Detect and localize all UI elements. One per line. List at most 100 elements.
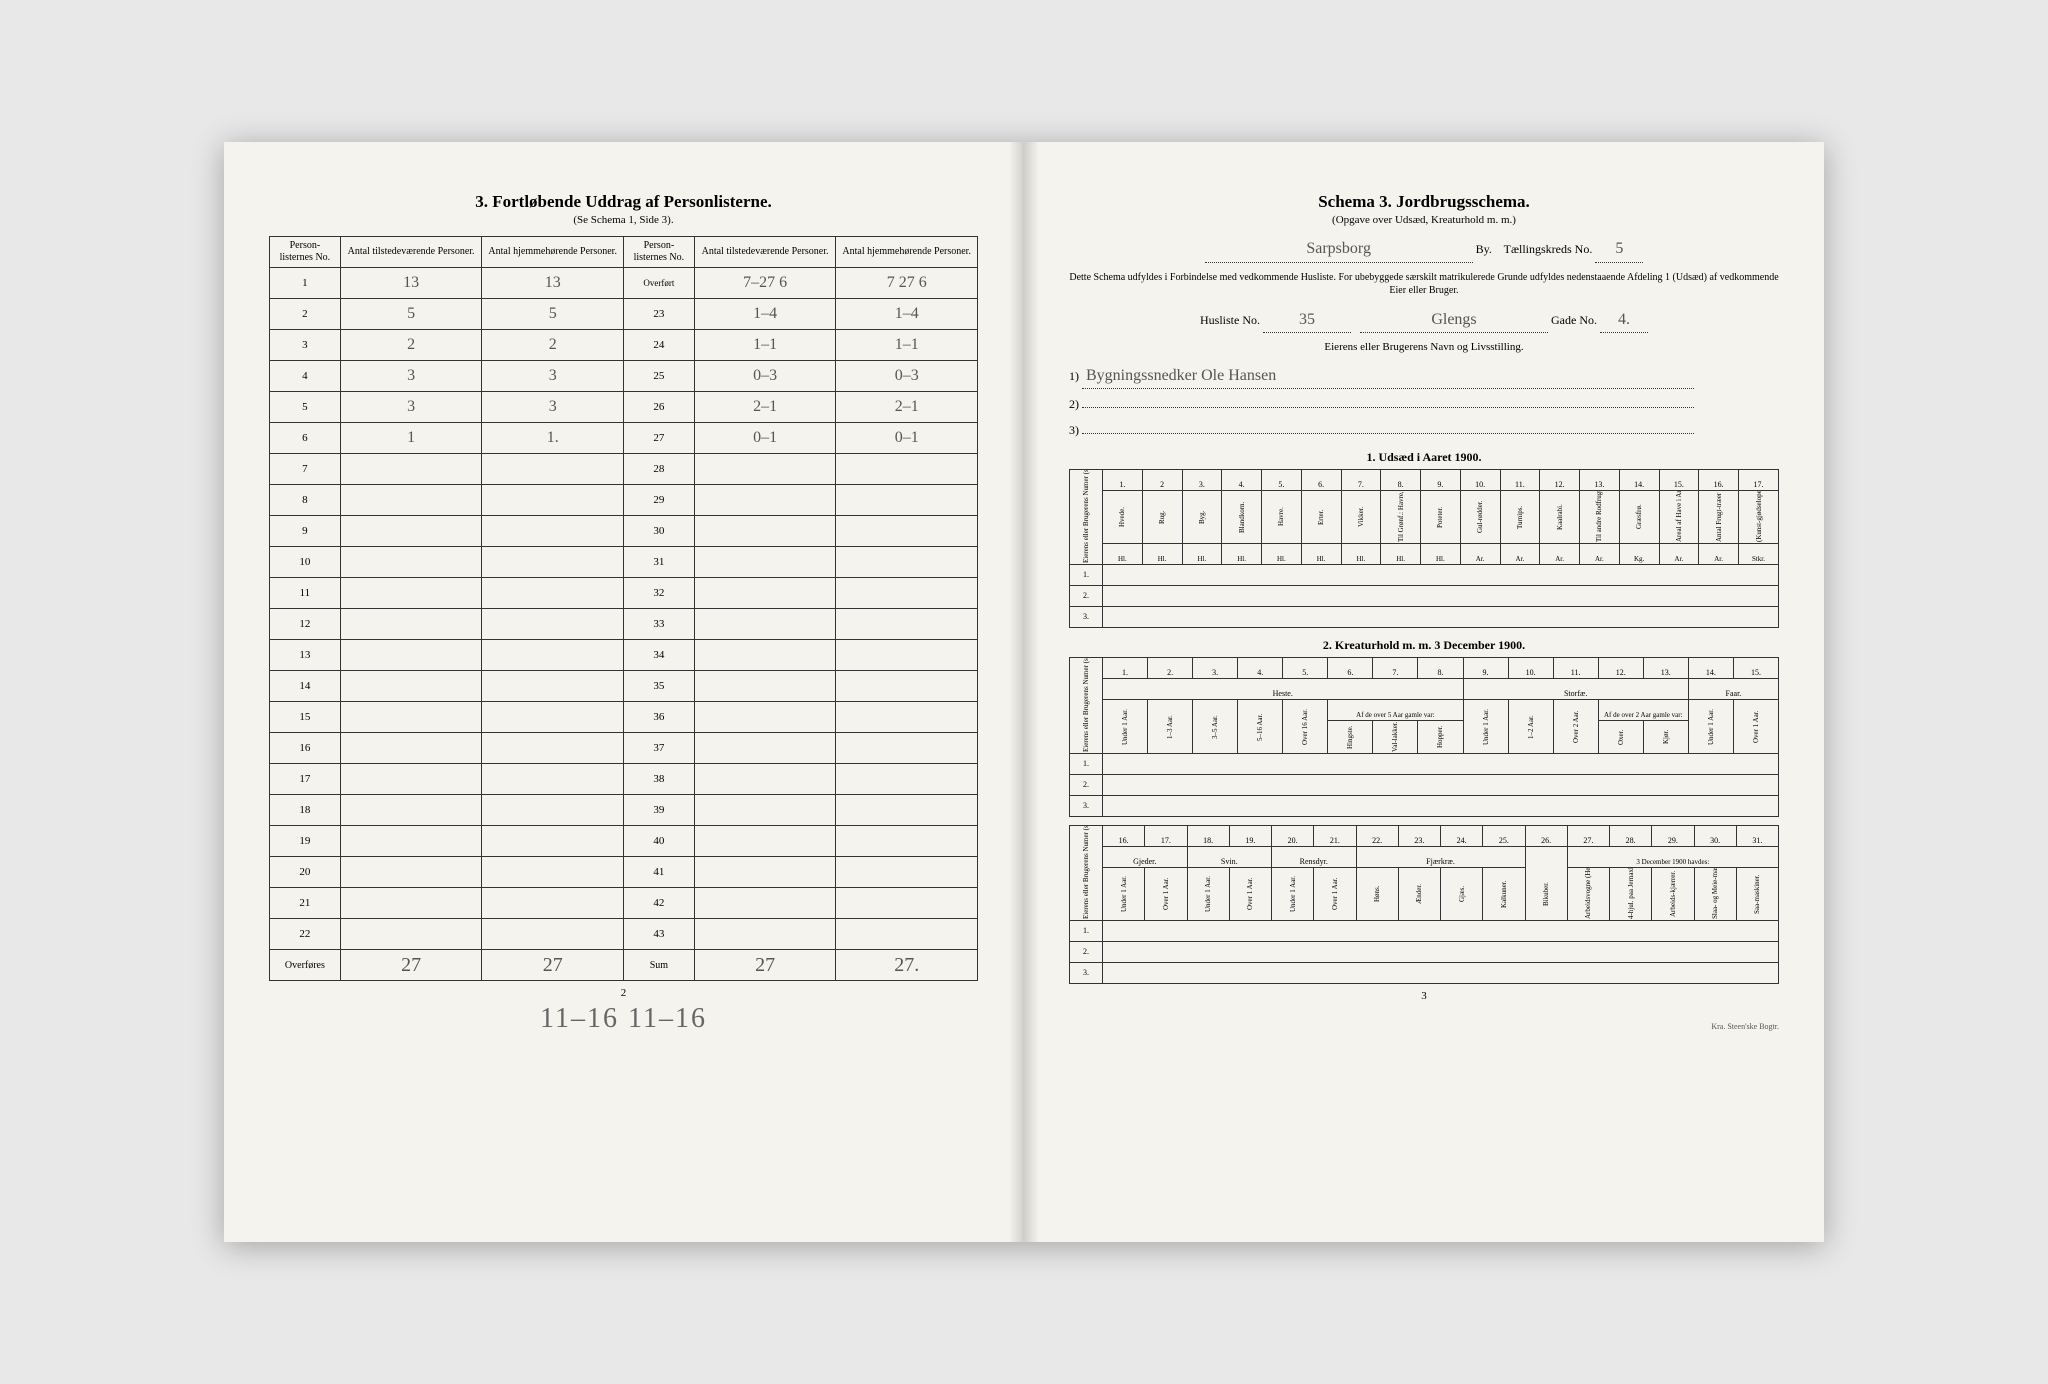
cell: 31 bbox=[623, 547, 694, 578]
col-num: 9. bbox=[1421, 469, 1461, 490]
kc5: Hingste. bbox=[1346, 722, 1354, 752]
table-row: 1435 bbox=[270, 671, 978, 702]
col-label: Hvede. bbox=[1118, 492, 1126, 542]
overforesA-b: 27 bbox=[482, 950, 624, 981]
cell: 15 bbox=[270, 702, 341, 733]
col-head: Turnips. bbox=[1500, 490, 1540, 543]
cell: 10 bbox=[270, 547, 341, 578]
cell bbox=[694, 671, 836, 702]
cell bbox=[482, 454, 624, 485]
col-head: Til andre Rodfrugter benyttet Areal Ar =… bbox=[1580, 490, 1620, 543]
cell: 11 bbox=[270, 578, 341, 609]
sumB-a: 27 bbox=[694, 950, 836, 981]
cell: 28 bbox=[623, 454, 694, 485]
col-num: 8. bbox=[1381, 469, 1421, 490]
sumB-label: Sum bbox=[623, 950, 694, 981]
table-row: 533262–12–1 bbox=[270, 392, 978, 423]
owner-2 bbox=[1082, 407, 1694, 408]
cell bbox=[836, 547, 978, 578]
col-num: 14. bbox=[1619, 469, 1659, 490]
cell: 3 bbox=[340, 392, 482, 423]
col-num: 10. bbox=[1508, 657, 1553, 678]
col-label: Turnips. bbox=[1516, 492, 1524, 542]
cell: 39 bbox=[623, 795, 694, 826]
col-head: Kalkuner. bbox=[1483, 867, 1525, 920]
gade-no: 4. bbox=[1600, 307, 1648, 334]
cell bbox=[694, 733, 836, 764]
printer-credit: Kra. Steen'ske Bogtr. bbox=[1069, 1022, 1779, 1031]
cell: 0–1 bbox=[836, 423, 978, 454]
col-head: Poteter. bbox=[1421, 490, 1461, 543]
th-present-a: Antal tilstedeværende Personer. bbox=[340, 237, 482, 268]
col-head: Ænder. bbox=[1398, 867, 1440, 920]
cell: 29 bbox=[623, 485, 694, 516]
owner-1: Bygningssnedker Ole Hansen bbox=[1082, 363, 1694, 390]
col-num: 12. bbox=[1598, 657, 1643, 678]
overforesA-a: 27 bbox=[340, 950, 482, 981]
grp-rensdyr: Rensdyr. bbox=[1272, 846, 1357, 867]
cell bbox=[836, 764, 978, 795]
document-spread: 3. Fortløbende Uddrag af Personlisterne.… bbox=[224, 142, 1824, 1242]
table-row: 255231–41–4 bbox=[270, 299, 978, 330]
cell: 36 bbox=[623, 702, 694, 733]
col-head: Under 1 Aar. bbox=[1187, 867, 1229, 920]
col-label: Blandkorn. bbox=[1238, 492, 1246, 542]
cell: 16 bbox=[270, 733, 341, 764]
table-row: 1536 bbox=[270, 702, 978, 733]
grp-heste: Heste. bbox=[1103, 678, 1464, 699]
cell bbox=[482, 733, 624, 764]
col-num: 26. bbox=[1525, 825, 1567, 846]
col-label: Erter. bbox=[1317, 492, 1325, 542]
cell: 21 bbox=[270, 888, 341, 919]
cell bbox=[694, 795, 836, 826]
col-num: 1. bbox=[1103, 657, 1148, 678]
col-label: Til andre Rodfrugter benyttet Areal Ar =… bbox=[1595, 492, 1603, 542]
col-head: Erter. bbox=[1301, 490, 1341, 543]
cell: 5 bbox=[270, 392, 341, 423]
cell: 6 bbox=[270, 423, 341, 454]
cell: 33 bbox=[623, 609, 694, 640]
section2-title: 2. Kreaturhold m. m. 3 December 1900. bbox=[1069, 638, 1779, 653]
by-label: By. bbox=[1476, 242, 1492, 256]
cell bbox=[836, 826, 978, 857]
col-num: 17. bbox=[1739, 469, 1779, 490]
cell bbox=[694, 764, 836, 795]
kreatur-row-1: 1. bbox=[1070, 753, 1779, 774]
th-home-b: Antal hjemmehørende Personer. bbox=[836, 237, 978, 268]
cell bbox=[340, 888, 482, 919]
cell bbox=[340, 733, 482, 764]
col-head: Arbeids-kjærrer. bbox=[1652, 867, 1694, 920]
cell: 1 bbox=[340, 423, 482, 454]
col-label: Arbeids-kjærrer. bbox=[1669, 869, 1677, 919]
col-unit: Hl. bbox=[1103, 543, 1143, 564]
grp-storfae: Storfæ. bbox=[1463, 678, 1688, 699]
cell bbox=[340, 578, 482, 609]
kreatur2-row-3: 3. bbox=[1070, 962, 1779, 983]
col-num: 13. bbox=[1643, 657, 1688, 678]
kc2: 3–5 Aar. bbox=[1211, 702, 1219, 752]
col-head: Over 1 Aar. bbox=[1314, 867, 1356, 920]
col-num: 27. bbox=[1567, 825, 1609, 846]
col-label: Over 1 Aar. bbox=[1246, 869, 1254, 919]
cell bbox=[694, 826, 836, 857]
cell: 13 bbox=[270, 640, 341, 671]
kc4: Over 16 Aar. bbox=[1301, 702, 1309, 752]
cell: 23 bbox=[623, 299, 694, 330]
col-label: Arbeidsvogne (Herunder ikke medregnet) bbox=[1584, 869, 1592, 919]
cell bbox=[482, 826, 624, 857]
right-subtitle: (Opgave over Udsæd, Kreaturhold m. m.) bbox=[1069, 214, 1779, 226]
cell: 4 bbox=[270, 361, 341, 392]
col-num: 29. bbox=[1652, 825, 1694, 846]
col-label: Havre. bbox=[1277, 492, 1285, 542]
col-head: Blandkorn. bbox=[1222, 490, 1262, 543]
cell bbox=[482, 485, 624, 516]
husliste-no: 35 bbox=[1263, 307, 1351, 334]
cell bbox=[482, 578, 624, 609]
owner-3 bbox=[1082, 433, 1694, 434]
cell: Overført bbox=[623, 268, 694, 299]
sumB-b: 27. bbox=[836, 950, 978, 981]
col-label: Under 1 Aar. bbox=[1204, 869, 1212, 919]
col-label: Poteter. bbox=[1436, 492, 1444, 542]
cell bbox=[340, 764, 482, 795]
cell: 2 bbox=[340, 330, 482, 361]
